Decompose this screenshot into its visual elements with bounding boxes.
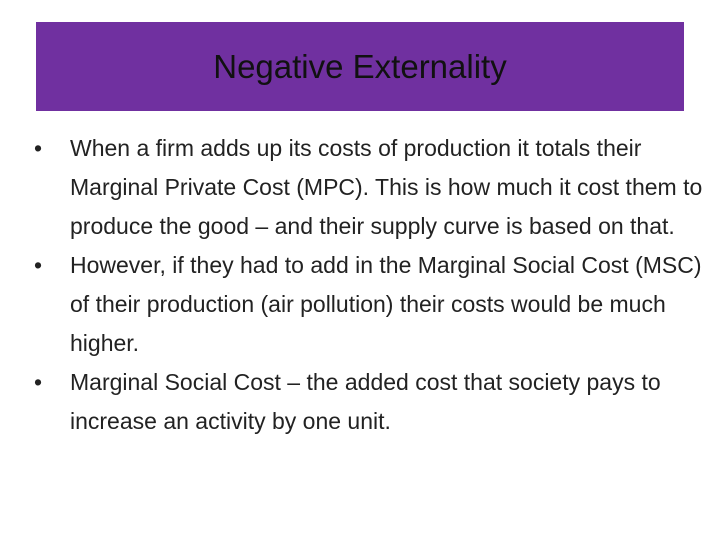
- slide-title: Negative Externality: [213, 47, 507, 85]
- title-banner: Negative Externality: [36, 22, 684, 111]
- bullet: When a firm adds up its costs of product…: [34, 129, 718, 246]
- bullet: However, if they had to add in the Margi…: [34, 246, 718, 363]
- bullet-list: When a firm adds up its costs of product…: [34, 129, 718, 441]
- bullet: Marginal Social Cost – the added cost th…: [34, 363, 718, 441]
